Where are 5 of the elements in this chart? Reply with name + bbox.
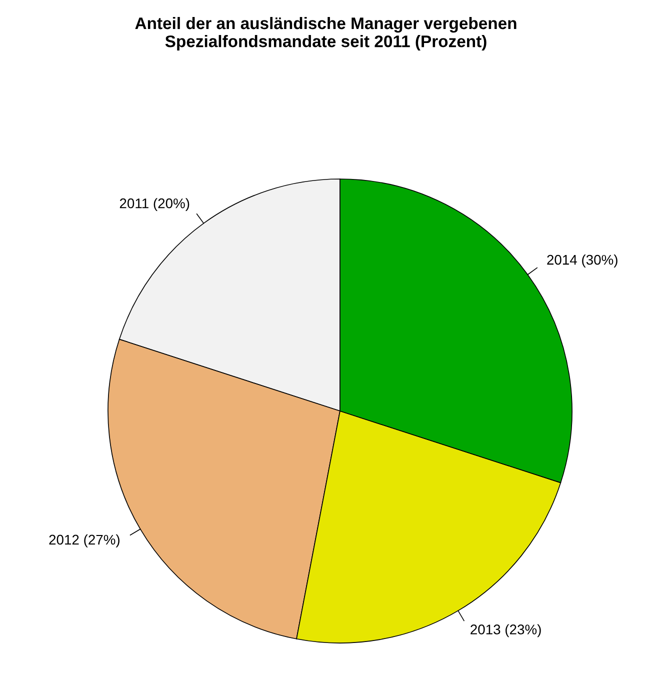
slice-label: 2012 (27%) (49, 534, 120, 548)
slice-label: 2013 (23%) (470, 624, 541, 638)
slice-label: 2011 (20%) (120, 198, 190, 212)
slice-label: 2014 (30%) (547, 254, 618, 268)
chart-title: Anteil der an ausländische Manager vergebenen Spezialfondsmandate seit 2011 (Prozent) (135, 16, 516, 51)
